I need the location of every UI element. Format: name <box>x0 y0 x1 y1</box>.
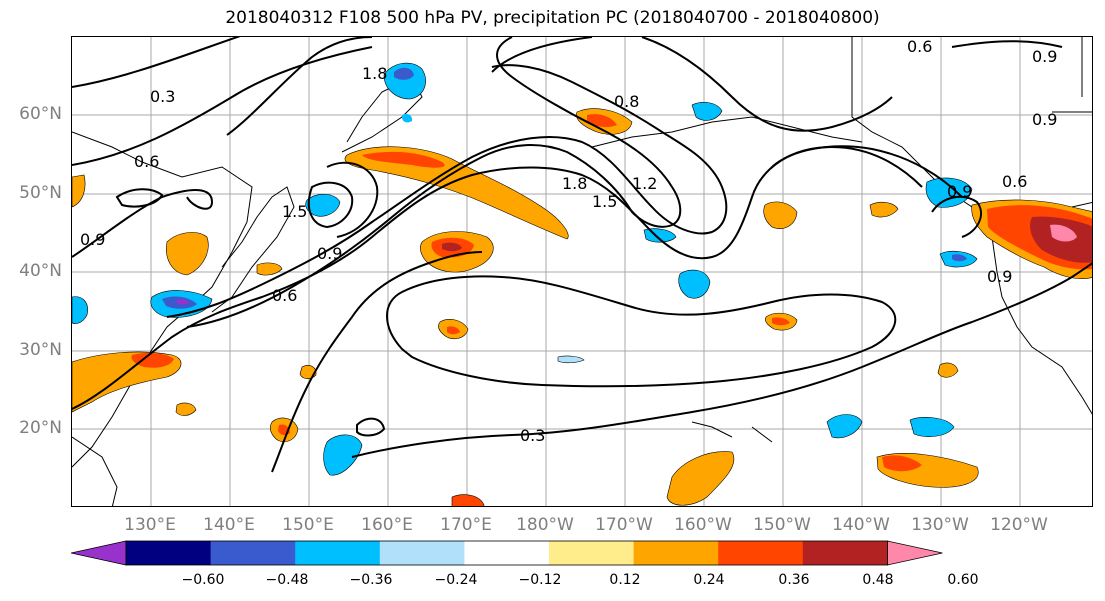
colorbar-segment <box>210 541 296 565</box>
colorbar-tick: −0.12 <box>518 572 562 588</box>
coastlines <box>72 37 1092 506</box>
lat-label: 40°N <box>19 261 62 281</box>
contour-label: 1.2 <box>632 174 657 193</box>
lat-label: 50°N <box>19 183 62 203</box>
lon-label: 180°W <box>516 515 574 535</box>
contour-label: 0.9 <box>1032 47 1057 66</box>
colorbar <box>71 540 943 566</box>
precipitation-shading <box>72 62 1092 506</box>
colorbar-tick: −0.24 <box>434 572 478 588</box>
lon-label: 170°W <box>595 515 653 535</box>
colorbar-segment <box>802 541 888 565</box>
colorbar-tick: −0.36 <box>349 572 393 588</box>
contour-label: 0.6 <box>134 152 159 171</box>
colorbar-segment <box>633 541 719 565</box>
colorbar-tick: 0.60 <box>947 572 979 588</box>
lon-label: 140°E <box>203 515 255 535</box>
colorbar-segment <box>718 541 804 565</box>
lat-label: 20°N <box>19 418 62 438</box>
colorbar-outline <box>125 540 888 566</box>
contour-label: 0.3 <box>520 426 545 445</box>
colorbar-segment <box>295 541 381 565</box>
contour-label: 0.9 <box>987 267 1012 286</box>
lon-label: 130°W <box>911 515 969 535</box>
colorbar-tick: 0.12 <box>609 572 641 588</box>
contour-label: 0.9 <box>317 244 342 263</box>
colorbar-segment <box>379 541 465 565</box>
lon-label: 150°W <box>753 515 811 535</box>
lat-label: 60°N <box>19 104 62 124</box>
map-panel: 0.3 0.6 0.9 1.2 1.5 1.8 0.3 0.6 0.9 1.8 … <box>71 36 1093 507</box>
contour-label: 0.6 <box>907 37 932 56</box>
map-svg: 0.3 0.6 0.9 1.2 1.5 1.8 0.3 0.6 0.9 1.8 … <box>72 37 1092 506</box>
lon-label: 130°E <box>124 515 176 535</box>
contour-label: 1.5 <box>282 202 307 221</box>
lon-label: 140°W <box>832 515 890 535</box>
contour-label: 0.6 <box>1002 172 1027 191</box>
contour-label: 1.5 <box>592 192 617 211</box>
lon-label: 160°E <box>361 515 413 535</box>
colorbar-tick: 0.24 <box>693 572 725 588</box>
contour-label: 1.8 <box>562 174 587 193</box>
colorbar-tick: −0.48 <box>265 572 309 588</box>
lon-label: 120°W <box>990 515 1048 535</box>
contour-label: 0.3 <box>150 87 175 106</box>
colorbar-tick: 0.36 <box>778 572 810 588</box>
colorbar-tick: −0.60 <box>181 572 225 588</box>
contour-labels: 0.3 0.6 0.9 1.2 1.5 1.8 0.3 0.6 0.9 1.8 … <box>80 37 1057 445</box>
lon-label: 150°E <box>282 515 334 535</box>
contour-label: 0.9 <box>80 230 105 249</box>
pv-contours <box>72 37 1092 473</box>
colorbar-segment <box>464 541 550 565</box>
lon-label: 160°W <box>674 515 732 535</box>
contour-label: 0.9 <box>1032 110 1057 129</box>
colorbar-extend-low <box>71 540 127 566</box>
contour-label: 0.9 <box>947 182 972 201</box>
contour-label: 0.6 <box>272 286 297 305</box>
colorbar-tick: 0.48 <box>862 572 894 588</box>
lat-label: 30°N <box>19 340 62 360</box>
contour-label: 0.8 <box>614 92 639 111</box>
colorbar-segment <box>549 541 635 565</box>
colorbar-extend-high <box>887 540 943 566</box>
map-title: 2018040312 F108 500 hPa PV, precipitatio… <box>225 8 880 28</box>
contour-label: 1.8 <box>362 64 387 83</box>
graticule <box>72 37 1092 506</box>
lon-label: 170°E <box>440 515 492 535</box>
colorbar-segment <box>126 541 212 565</box>
